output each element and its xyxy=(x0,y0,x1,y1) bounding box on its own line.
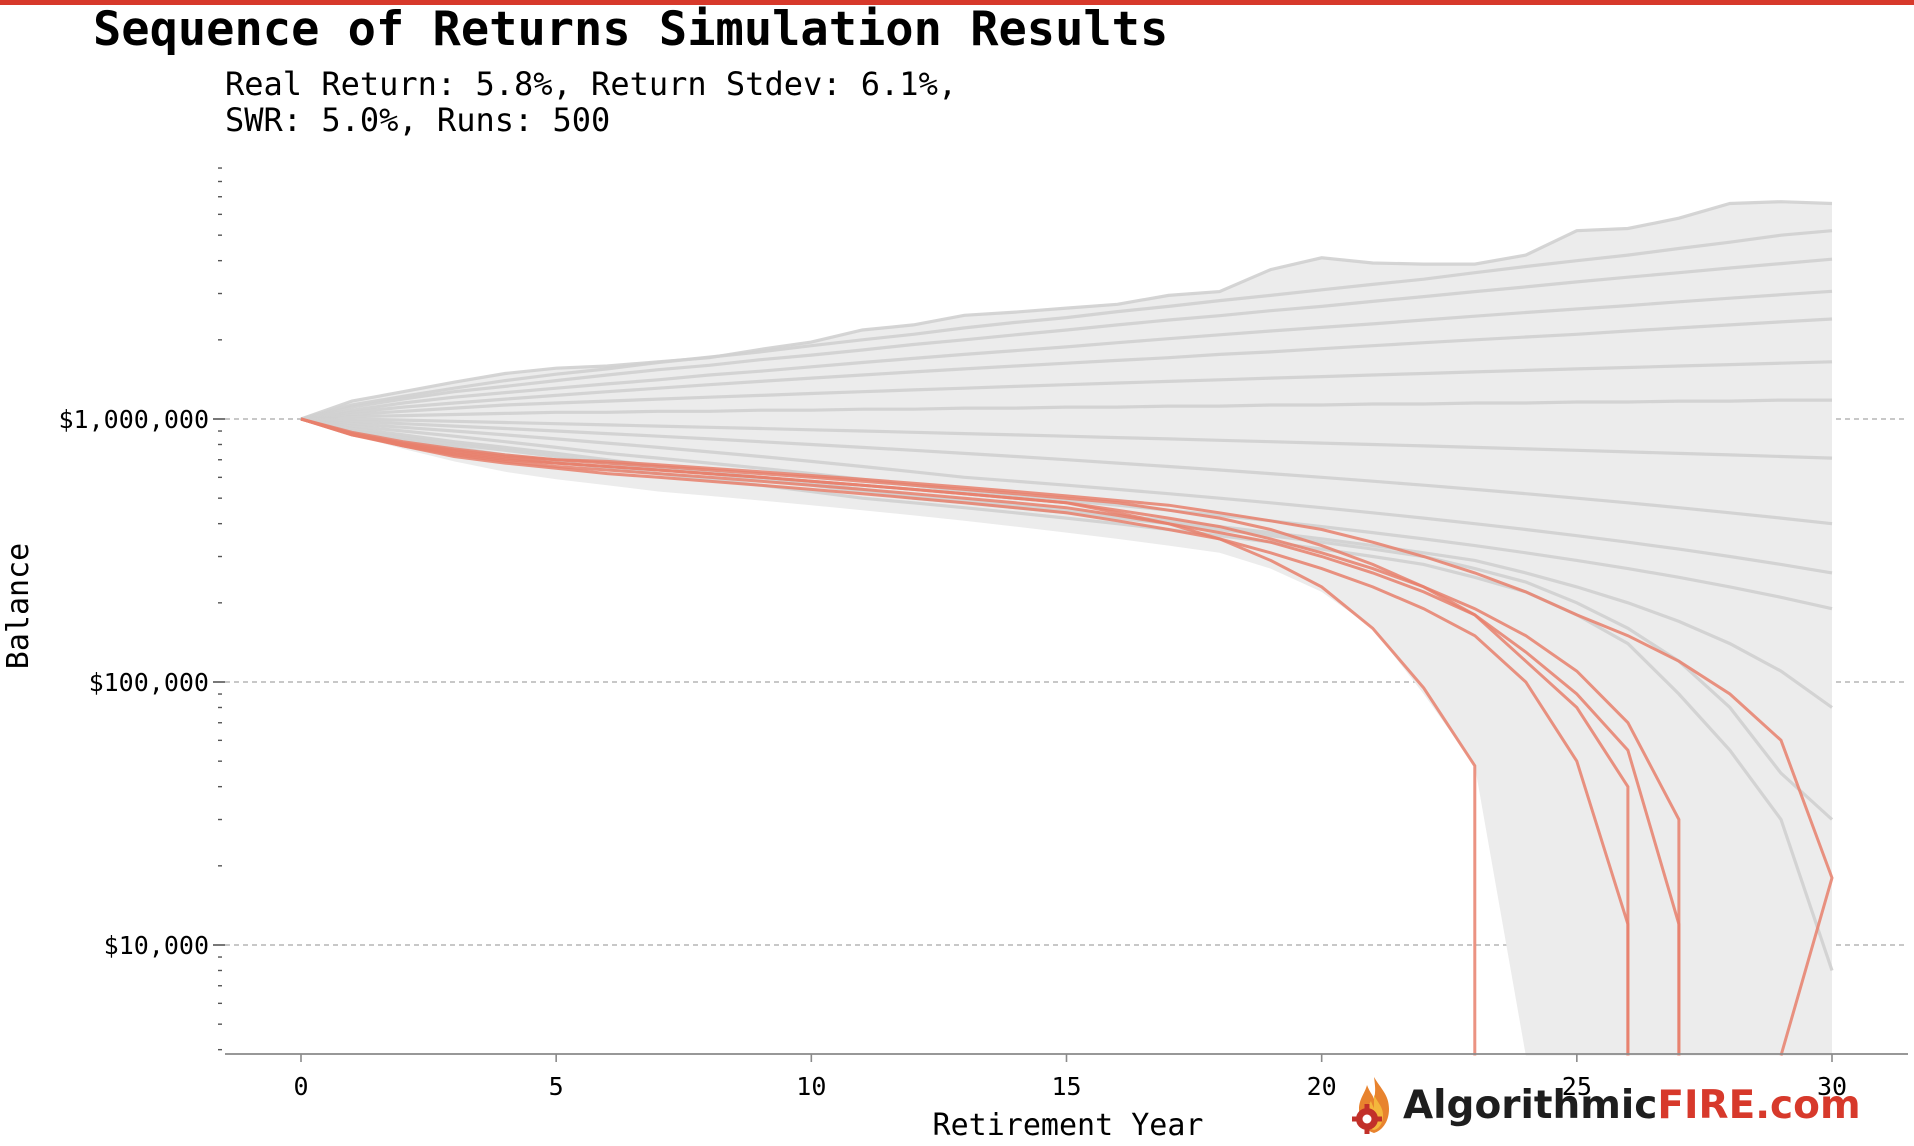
x-tick-label: 20 xyxy=(1307,1072,1337,1101)
failure-line xyxy=(300,417,1681,1056)
chart-title: Sequence of Returns Simulation Results xyxy=(93,2,1169,57)
y-tick-label: $10,000 xyxy=(104,931,209,960)
survivor-line xyxy=(300,229,1833,421)
survivor-line xyxy=(300,417,1833,575)
axes: 0 5 10 15 20 25 30 $10,000 $100,000 $1,000,000 xyxy=(58,167,1908,1101)
brand-logo: AlgorithmicFIRE.com xyxy=(1345,1070,1861,1140)
simulation-lines xyxy=(300,200,1834,1056)
y-axis-label: Balance xyxy=(1,543,36,669)
survivor-line xyxy=(300,289,1833,421)
survivor-line xyxy=(301,417,1833,460)
survivor-line xyxy=(300,417,1833,611)
survivor-line xyxy=(300,317,1833,421)
accent-top-bar xyxy=(0,0,1914,5)
envelope-area xyxy=(301,201,1832,1056)
survivor-line xyxy=(300,417,1833,709)
x-tick-label: 10 xyxy=(796,1072,826,1101)
subtitle-line-1: Real Return: 5.8%, Return Stdev: 6.1%, xyxy=(225,65,958,103)
x-axis-label: Retirement Year xyxy=(933,1108,1204,1143)
survivor-line xyxy=(300,398,1832,421)
subtitle-line-2: SWR: 5.0%, Runs: 500 xyxy=(225,101,611,139)
x-tick-label: 25 xyxy=(1562,1072,1592,1101)
failure-line xyxy=(300,417,1630,1056)
survivor-line xyxy=(300,257,1833,421)
y-tick-label: $100,000 xyxy=(89,668,209,697)
x-tick-label: 0 xyxy=(293,1072,308,1101)
failure-line xyxy=(300,417,1681,1056)
survivor-line xyxy=(300,417,1833,526)
flame-gear-logo-icon xyxy=(1352,1077,1389,1134)
brand-name: AlgorithmicFIRE.com xyxy=(1403,1082,1861,1128)
x-tick-label: 5 xyxy=(549,1072,564,1101)
envelope-band xyxy=(301,201,1832,1056)
failure-line xyxy=(300,417,1834,1056)
chart-subtitle: Real Return: 5.8%, Return Stdev: 6.1%, S… xyxy=(225,66,957,138)
survivor-line xyxy=(300,360,1833,421)
y-tick-label: $1,000,000 xyxy=(58,405,209,434)
survivor-line xyxy=(300,200,1833,421)
x-tick-label: 30 xyxy=(1817,1072,1847,1101)
x-tick-label: 15 xyxy=(1051,1072,1081,1101)
